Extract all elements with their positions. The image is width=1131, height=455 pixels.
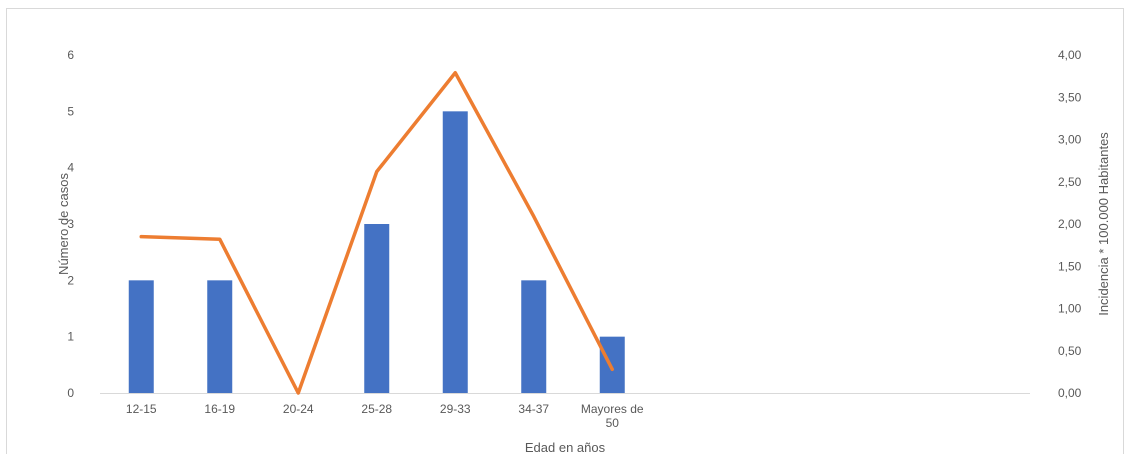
bar-16-19	[207, 280, 233, 393]
y-axis-left-ticks: 0 1 2 3 4 5 6	[67, 48, 74, 400]
bar-25-28	[364, 224, 390, 393]
y2-tick-label: 3,00	[1058, 133, 1082, 147]
y-axis-right-title: Incidencia * 100.000 Habitantes	[1096, 132, 1111, 316]
bar-29-33	[442, 111, 468, 393]
x-tick-label: Mayores de 50	[581, 402, 644, 430]
x-axis-title: Edad en años	[525, 440, 606, 455]
y-tick-label: 3	[67, 217, 74, 231]
bar-series	[128, 111, 625, 393]
y2-tick-label: 0,00	[1058, 386, 1082, 400]
y2-tick-label: 1,00	[1058, 302, 1082, 316]
bar-34-37	[521, 280, 547, 393]
y2-tick-label: 2,00	[1058, 217, 1082, 231]
y-axis-right-ticks: 0,00 0,50 1,00 1,50 2,00 2,50 3,00 3,50 4,00	[1058, 48, 1082, 400]
bar-Mayores de 50	[599, 336, 625, 393]
y2-tick-label: 4,00	[1058, 48, 1082, 62]
y2-tick-label: 1,50	[1058, 259, 1082, 273]
y-tick-label: 6	[67, 48, 74, 62]
y-tick-label: 0	[67, 386, 74, 400]
chart-frame	[6, 8, 1124, 454]
x-tick-label: 29-33	[440, 402, 471, 416]
x-tick-label: 16-19	[204, 402, 235, 416]
y-axis-left-title: Número de casos	[56, 173, 71, 275]
x-axis-ticks: 12-15 16-19 20-24 25-28 29-33 34-37 Mayores de…	[126, 402, 644, 430]
y2-tick-label: 0,50	[1058, 344, 1082, 358]
y-tick-label: 1	[67, 330, 74, 344]
incidence-line-series	[139, 70, 614, 395]
y2-tick-label: 3,50	[1058, 90, 1082, 104]
x-tick-label: 20-24	[283, 402, 314, 416]
x-tick-label: 12-15	[126, 402, 157, 416]
x-tick-label: 25-28	[361, 402, 392, 416]
bar-12-15	[128, 280, 154, 393]
y-tick-label: 5	[67, 104, 74, 118]
y-tick-label: 2	[67, 273, 74, 287]
x-tick-label: 34-37	[518, 402, 549, 416]
y2-tick-label: 2,50	[1058, 175, 1082, 189]
y-tick-label: 4	[67, 161, 74, 175]
